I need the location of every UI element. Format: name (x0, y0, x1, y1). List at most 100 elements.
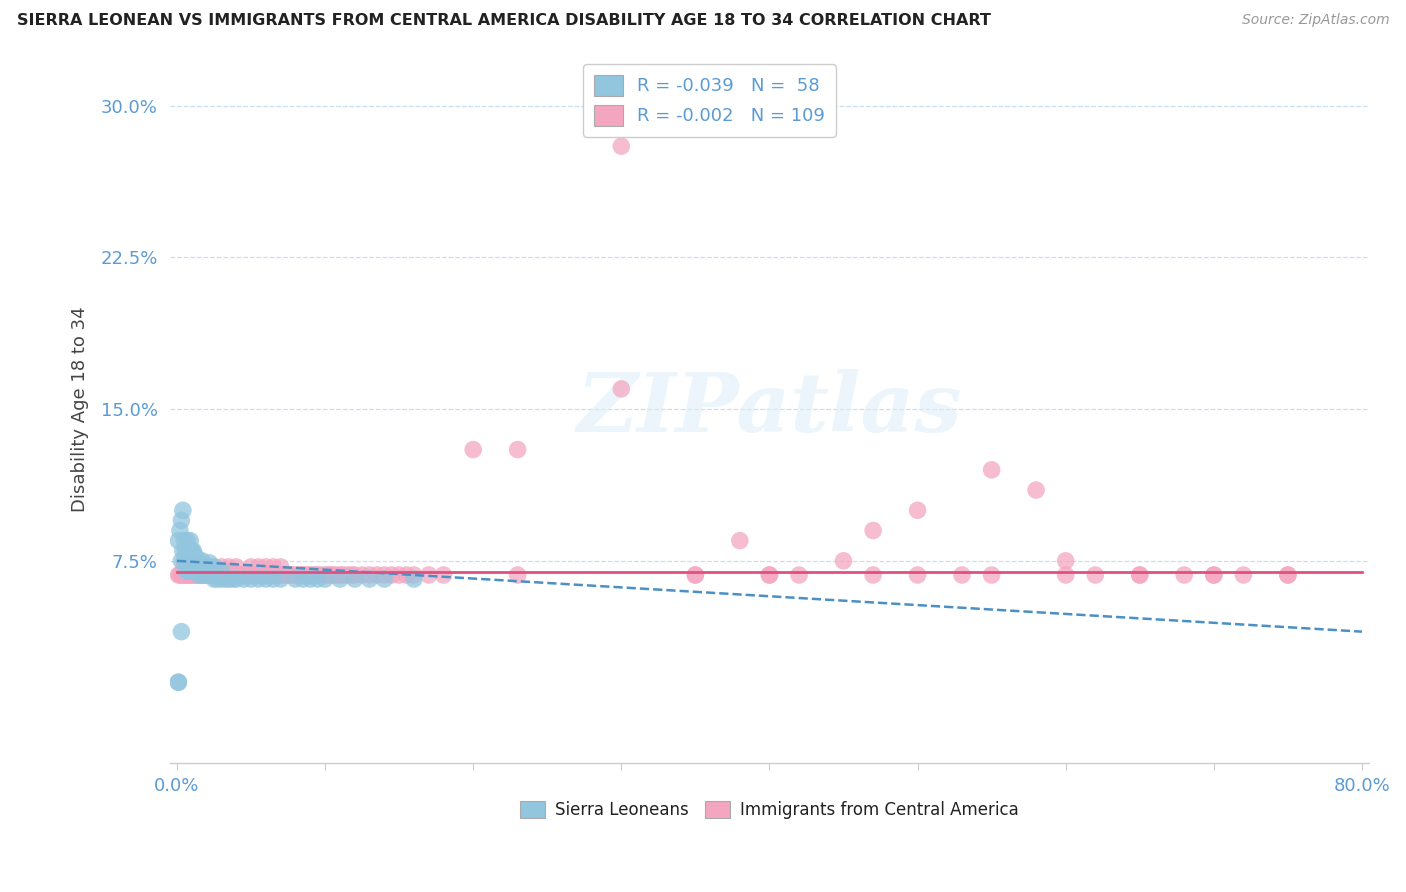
Point (194, 568, 217, 582)
Point (250, 568, 273, 582)
Point (197, 568, 219, 582)
Point (1277, 568, 1299, 582)
Point (240, 560, 263, 574)
Point (366, 568, 388, 582)
Point (188, 568, 211, 582)
Point (172, 568, 194, 582)
Point (229, 568, 252, 582)
Point (359, 572, 381, 586)
Point (1054, 568, 1077, 582)
Point (215, 568, 238, 582)
Point (181, 568, 204, 582)
Point (758, 568, 780, 582)
Point (218, 572, 240, 586)
Point (173, 554, 195, 568)
Point (186, 568, 208, 582)
Point (180, 568, 202, 582)
Point (174, 564, 197, 578)
Point (291, 572, 314, 586)
Point (215, 572, 238, 586)
Point (198, 556, 221, 570)
Point (177, 564, 200, 578)
Point (180, 543, 202, 558)
Point (201, 568, 224, 582)
Point (186, 564, 208, 578)
Point (284, 572, 307, 586)
Point (247, 572, 270, 586)
Point (1277, 568, 1299, 582)
Point (1025, 483, 1047, 497)
Point (277, 568, 299, 582)
Point (232, 568, 254, 582)
Point (266, 568, 288, 582)
Point (200, 568, 222, 582)
Point (176, 554, 198, 568)
Point (264, 568, 287, 582)
Point (506, 442, 529, 457)
Point (307, 572, 329, 586)
Point (221, 568, 243, 582)
Y-axis label: Disability Age 18 to 34: Disability Age 18 to 34 (72, 306, 89, 512)
Point (172, 503, 194, 517)
Point (336, 568, 359, 582)
Point (463, 442, 485, 457)
Point (218, 568, 240, 582)
Point (1084, 568, 1107, 582)
Point (195, 560, 218, 574)
Point (204, 568, 226, 582)
Point (167, 675, 190, 690)
Point (173, 533, 195, 548)
Point (1129, 568, 1152, 582)
Legend: Sierra Leoneans, Immigrants from Central America: Sierra Leoneans, Immigrants from Central… (513, 794, 1026, 826)
Point (1129, 568, 1152, 582)
Point (610, 382, 633, 396)
Point (228, 568, 250, 582)
Point (209, 564, 232, 578)
Point (402, 572, 425, 586)
Point (180, 564, 202, 578)
Point (202, 560, 225, 574)
Point (787, 568, 810, 582)
Point (291, 568, 314, 582)
Point (179, 554, 201, 568)
Point (176, 533, 198, 548)
Point (167, 568, 190, 582)
Point (302, 568, 325, 582)
Point (287, 568, 309, 582)
Point (177, 543, 200, 558)
Point (950, 568, 973, 582)
Point (314, 568, 336, 582)
Point (506, 568, 529, 582)
Point (231, 568, 253, 582)
Point (173, 568, 195, 582)
Point (319, 568, 342, 582)
Point (290, 568, 312, 582)
Point (225, 572, 247, 586)
Point (225, 568, 247, 582)
Point (340, 568, 363, 582)
Point (176, 568, 198, 582)
Point (980, 463, 1002, 477)
Point (188, 554, 211, 568)
Point (202, 572, 225, 586)
Point (180, 560, 202, 574)
Point (235, 568, 257, 582)
Point (170, 624, 193, 639)
Point (193, 568, 215, 582)
Point (685, 568, 707, 582)
Point (191, 554, 214, 568)
Point (181, 564, 204, 578)
Point (186, 551, 208, 566)
Point (177, 560, 200, 574)
Point (299, 572, 322, 586)
Point (321, 568, 343, 582)
Point (1202, 568, 1225, 582)
Point (218, 560, 240, 574)
Point (254, 560, 277, 574)
Point (309, 568, 332, 582)
Point (381, 568, 404, 582)
Point (276, 568, 298, 582)
Point (1232, 568, 1254, 582)
Point (167, 533, 190, 548)
Point (278, 568, 301, 582)
